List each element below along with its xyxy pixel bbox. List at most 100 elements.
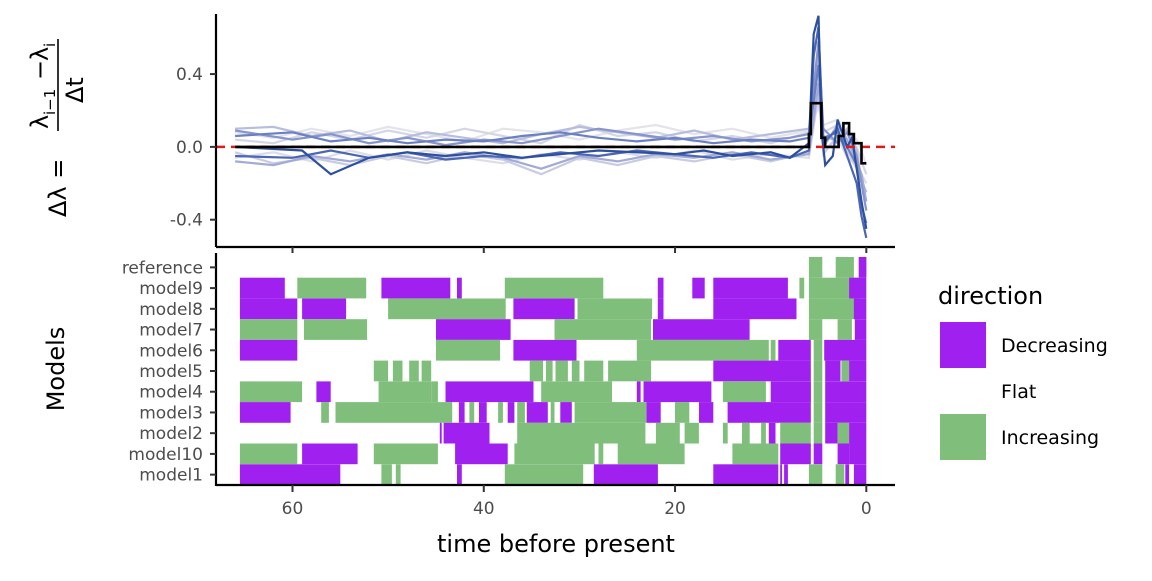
- ylabel-numerator-lambda-b: λ: [26, 47, 54, 61]
- ylabel-numerator-lambda-a: λ: [26, 115, 54, 129]
- segment-model6-increasing: [813, 339, 823, 361]
- row-label-model3: model3: [139, 403, 203, 423]
- segment-model7-increasing: [239, 319, 298, 340]
- segment-model1-decreasing: [780, 464, 783, 485]
- segment-model6-decreasing: [513, 339, 577, 361]
- segment-model2-decreasing: [443, 422, 490, 444]
- segment-model4-decreasing: [636, 381, 641, 403]
- series-line-model6: [235, 55, 868, 193]
- top-y-tick-label: -0.4: [170, 211, 203, 231]
- segment-model8-decreasing: [713, 298, 797, 320]
- segment-model3-increasing: [574, 402, 647, 423]
- segment-model3-decreasing: [526, 402, 548, 423]
- segment-model2-increasing: [837, 422, 850, 444]
- segment-model10-increasing: [239, 443, 298, 465]
- segment-model1-increasing: [504, 464, 584, 485]
- segment-model4-decreasing: [770, 381, 811, 403]
- segment-model10-decreasing: [780, 443, 811, 465]
- segment-model7-decreasing: [436, 319, 511, 340]
- segment-model5-increasing: [421, 360, 432, 382]
- segment-model5-increasing: [392, 360, 403, 382]
- segment-model3-decreasing: [479, 402, 487, 423]
- segment-model3-increasing: [550, 402, 555, 423]
- segment-model4-increasing: [813, 381, 823, 403]
- top-y-tick-label: 0.0: [176, 138, 203, 158]
- segment-model3-increasing: [335, 402, 453, 423]
- segment-model10-increasing: [373, 443, 438, 465]
- segment-model7-decreasing: [854, 319, 867, 340]
- series-line-model1: [235, 15, 868, 229]
- segment-model9-decreasing: [713, 277, 788, 299]
- segment-model1-decreasing: [457, 464, 462, 485]
- bottom-panel: referencemodel9model8model7model6model5m…: [42, 247, 895, 558]
- segment-model2-increasing: [813, 422, 823, 444]
- segment-model6-decreasing: [824, 339, 867, 361]
- x-tick-label: 20: [664, 499, 686, 519]
- segment-model9-increasing: [808, 277, 858, 299]
- legend-entries: Decreasing Flat Increasing: [940, 322, 1108, 460]
- segment-model10-decreasing: [302, 443, 358, 465]
- segment-model2-increasing: [632, 422, 646, 444]
- segment-model3-decreasing: [239, 402, 291, 423]
- segment-model3-increasing: [675, 402, 690, 423]
- segment-model8-decreasing: [513, 298, 575, 320]
- segment-model3-increasing: [321, 402, 329, 423]
- segment-model10-decreasing: [849, 443, 867, 465]
- segment-model9-increasing: [504, 277, 604, 299]
- segment-model1-decreasing: [784, 464, 788, 485]
- segment-model6-increasing: [636, 339, 769, 361]
- segment-model6-increasing: [436, 339, 501, 361]
- legend-key-decreasing: [940, 322, 986, 368]
- row-label-reference: reference: [122, 258, 203, 278]
- segment-model5-increasing: [409, 360, 419, 382]
- segment-model5-decreasing: [713, 360, 811, 382]
- top-lines: [216, 15, 895, 239]
- series-line-model3: [235, 64, 868, 224]
- series-line-model4: [234, 41, 868, 211]
- legend-label-increasing: Increasing: [1001, 427, 1099, 449]
- segment-model4-increasing: [431, 381, 438, 403]
- bottom-x-ticks: 60 40 20 0: [282, 247, 872, 519]
- legend-title: direction: [938, 282, 1043, 310]
- segment-model8-decreasing: [657, 298, 664, 320]
- series-line-reference: [235, 101, 867, 165]
- segment-model2-increasing: [780, 422, 811, 444]
- row-label-model2: model2: [139, 424, 203, 444]
- segment-model9-increasing: [799, 277, 805, 299]
- segment-model6-decreasing: [778, 339, 811, 361]
- segment-model2-decreasing: [768, 422, 776, 444]
- segment-model1-increasing: [835, 464, 845, 485]
- segment-model2-increasing: [742, 422, 750, 444]
- segment-model4-decreasing: [445, 381, 534, 403]
- segment-model2-increasing: [655, 422, 680, 444]
- segment-model7-increasing: [554, 319, 652, 340]
- segment-model10-decreasing: [455, 443, 508, 465]
- segment-model3-increasing: [517, 402, 525, 423]
- segment-model3-decreasing: [507, 402, 515, 423]
- segment-model4-decreasing: [316, 381, 331, 403]
- segment-model3-decreasing: [699, 402, 714, 423]
- segment-model2-decreasing: [825, 422, 838, 444]
- segment-model5-increasing: [555, 360, 568, 382]
- segment-model4-increasing: [239, 381, 303, 403]
- ylabel-numerator-sub-a: i−1: [41, 89, 59, 115]
- segment-model10-decreasing: [837, 443, 850, 465]
- segment-model10-increasing: [598, 443, 604, 465]
- segment-model5-increasing: [841, 360, 850, 382]
- segment-model7-increasing: [837, 319, 852, 340]
- row-label-model4: model4: [139, 383, 203, 403]
- segment-model10-increasing: [732, 443, 779, 465]
- segment-model9-decreasing: [692, 277, 705, 299]
- segment-model4-increasing: [378, 381, 432, 403]
- series-line-model10: [234, 103, 868, 166]
- segment-model1-decreasing: [713, 464, 779, 485]
- segment-model10-increasing: [617, 443, 685, 465]
- x-tick-label: 60: [282, 499, 304, 519]
- x-tick-label: 0: [861, 499, 872, 519]
- top-y-axis-title: Δλ = λ i−1 − λ i Δt: [26, 39, 89, 217]
- segment-model9-decreasing: [657, 277, 664, 299]
- row-label-model10: model10: [128, 445, 203, 465]
- segment-model5-increasing: [584, 360, 604, 382]
- segment-model5-increasing: [545, 360, 553, 382]
